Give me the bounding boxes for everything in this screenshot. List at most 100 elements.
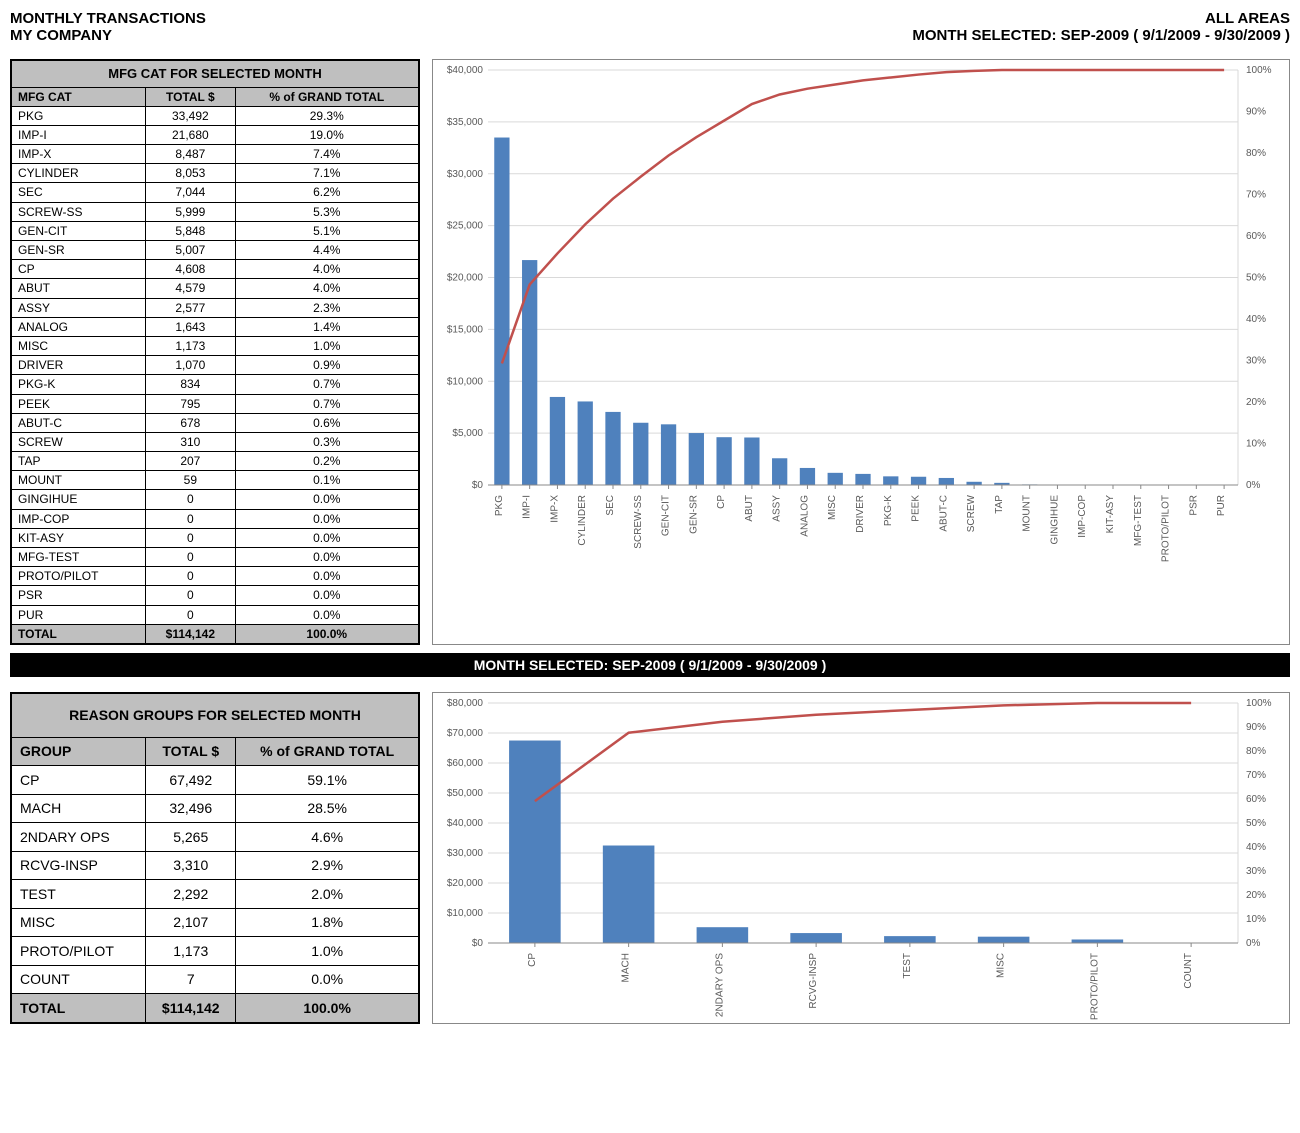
svg-text:ABUT-C: ABUT-C	[938, 495, 949, 532]
total-row: TOTAL$114,142100.0%	[11, 994, 419, 1023]
svg-text:SCREW-SS: SCREW-SS	[633, 495, 644, 549]
svg-text:$5,000: $5,000	[452, 428, 483, 439]
svg-text:IMP-X: IMP-X	[549, 495, 560, 523]
col-header: % of GRAND TOTAL	[235, 87, 419, 106]
table-row: ANALOG1,6431.4%	[11, 317, 419, 336]
svg-text:40%: 40%	[1246, 314, 1266, 325]
svg-text:IMP-I: IMP-I	[522, 495, 533, 519]
svg-text:$40,000: $40,000	[447, 65, 484, 76]
table-row: TAP2070.2%	[11, 452, 419, 471]
svg-text:PROTO/PILOT: PROTO/PILOT	[1089, 953, 1100, 1020]
svg-text:60%: 60%	[1246, 231, 1266, 242]
svg-text:10%: 10%	[1246, 914, 1266, 925]
areas-label: ALL AREAS	[912, 10, 1290, 27]
svg-text:TAP: TAP	[994, 495, 1005, 514]
svg-text:PKG-K: PKG-K	[883, 495, 894, 526]
svg-text:20%: 20%	[1246, 397, 1266, 408]
svg-text:100%: 100%	[1246, 65, 1272, 76]
svg-text:80%: 80%	[1246, 746, 1266, 757]
table-row: PUR00.0%	[11, 605, 419, 624]
svg-text:MFG-TEST: MFG-TEST	[1133, 495, 1144, 546]
mfg-cat-chart: $0$5,000$10,000$15,000$20,000$25,000$30,…	[432, 59, 1290, 645]
table-row: PROTO/PILOT00.0%	[11, 567, 419, 586]
reason-groups-section: REASON GROUPS FOR SELECTED MONTH GROUPTO…	[10, 692, 1290, 1024]
svg-text:KIT-ASY: KIT-ASY	[1105, 495, 1116, 534]
svg-text:$10,000: $10,000	[447, 376, 484, 387]
table-row: CP4,6084.0%	[11, 260, 419, 279]
svg-text:$0: $0	[472, 938, 484, 949]
table-row: COUNT70.0%	[11, 965, 419, 993]
svg-text:50%: 50%	[1246, 273, 1266, 284]
svg-text:ASSY: ASSY	[772, 495, 783, 522]
table-row: ABUT4,5794.0%	[11, 279, 419, 298]
svg-text:$20,000: $20,000	[447, 878, 484, 889]
table-row: MOUNT590.1%	[11, 471, 419, 490]
svg-text:MOUNT: MOUNT	[1022, 495, 1033, 532]
table-row: PEEK7950.7%	[11, 394, 419, 413]
svg-text:0%: 0%	[1246, 938, 1261, 949]
svg-text:$0: $0	[472, 480, 484, 491]
svg-text:60%: 60%	[1246, 794, 1266, 805]
svg-text:ABUT: ABUT	[744, 495, 755, 522]
svg-text:2NDARY OPS: 2NDARY OPS	[714, 953, 725, 1017]
svg-text:90%: 90%	[1246, 722, 1266, 733]
svg-text:CP: CP	[527, 953, 538, 967]
svg-text:TEST: TEST	[902, 953, 913, 979]
svg-text:90%: 90%	[1246, 107, 1266, 118]
svg-text:MISC: MISC	[827, 495, 838, 520]
svg-text:$60,000: $60,000	[447, 758, 484, 769]
table-row: PKG-K8340.7%	[11, 375, 419, 394]
month-selected: MONTH SELECTED: SEP-2009 ( 9/1/2009 - 9/…	[912, 27, 1290, 44]
col-header: GROUP	[11, 737, 146, 766]
table-row: IMP-COP00.0%	[11, 509, 419, 528]
svg-text:70%: 70%	[1246, 770, 1266, 781]
svg-text:$50,000: $50,000	[447, 788, 484, 799]
svg-text:100%: 100%	[1246, 698, 1272, 709]
svg-text:GEN-CIT: GEN-CIT	[661, 495, 672, 536]
col-header: TOTAL $	[146, 737, 236, 766]
mfg-cat-table: MFG CAT FOR SELECTED MONTH MFG CATTOTAL …	[10, 59, 420, 645]
table-row: IMP-I21,68019.0%	[11, 125, 419, 144]
reason-groups-table: REASON GROUPS FOR SELECTED MONTH GROUPTO…	[10, 692, 420, 1024]
col-header: MFG CAT	[11, 87, 146, 106]
svg-text:CYLINDER: CYLINDER	[577, 495, 588, 546]
table-row: CP67,49259.1%	[11, 766, 419, 794]
table-row: DRIVER1,0700.9%	[11, 356, 419, 375]
table-title: MFG CAT FOR SELECTED MONTH	[11, 60, 419, 87]
table-row: CYLINDER8,0537.1%	[11, 164, 419, 183]
svg-text:SEC: SEC	[605, 495, 616, 516]
report-header: MONTHLY TRANSACTIONS MY COMPANY ALL AREA…	[10, 10, 1290, 44]
svg-text:COUNT: COUNT	[1183, 953, 1194, 989]
svg-text:$30,000: $30,000	[447, 848, 484, 859]
table-row: ASSY2,5772.3%	[11, 298, 419, 317]
svg-text:ANALOG: ANALOG	[799, 495, 810, 537]
report-title: MONTHLY TRANSACTIONS	[10, 10, 206, 27]
svg-text:DRIVER: DRIVER	[855, 495, 866, 533]
svg-text:PSR: PSR	[1188, 495, 1199, 516]
table-row: TEST2,2922.0%	[11, 880, 419, 908]
table-row: ABUT-C6780.6%	[11, 413, 419, 432]
svg-text:$35,000: $35,000	[447, 117, 484, 128]
svg-text:80%: 80%	[1246, 148, 1266, 159]
svg-text:40%: 40%	[1246, 842, 1266, 853]
table-row: SCREW-SS5,9995.3%	[11, 202, 419, 221]
svg-text:$25,000: $25,000	[447, 221, 484, 232]
table-row: KIT-ASY00.0%	[11, 528, 419, 547]
mfg-cat-section: MFG CAT FOR SELECTED MONTH MFG CATTOTAL …	[10, 59, 1290, 645]
svg-text:30%: 30%	[1246, 866, 1266, 877]
svg-text:$70,000: $70,000	[447, 728, 484, 739]
table-title: REASON GROUPS FOR SELECTED MONTH	[11, 693, 419, 737]
col-header: % of GRAND TOTAL	[236, 737, 419, 766]
table-row: RCVG-INSP3,3102.9%	[11, 851, 419, 879]
svg-text:SCREW: SCREW	[966, 494, 977, 532]
svg-text:PUR: PUR	[1216, 495, 1227, 516]
svg-text:MISC: MISC	[996, 953, 1007, 978]
table-row: PSR00.0%	[11, 586, 419, 605]
svg-text:70%: 70%	[1246, 190, 1266, 201]
table-row: IMP-X8,4877.4%	[11, 145, 419, 164]
table-row: GEN-CIT5,8485.1%	[11, 221, 419, 240]
svg-text:$15,000: $15,000	[447, 324, 484, 335]
table-row: SCREW3100.3%	[11, 432, 419, 451]
table-row: PROTO/PILOT1,1731.0%	[11, 937, 419, 965]
table-row: MISC1,1731.0%	[11, 336, 419, 355]
